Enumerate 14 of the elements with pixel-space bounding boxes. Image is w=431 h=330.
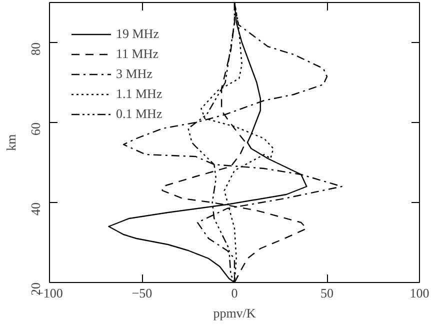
legend-label: 19 MHz [116, 26, 159, 42]
x-axis-title: ppmv/K [213, 306, 256, 320]
y-axis-title: km [4, 134, 18, 151]
x-tick-label: −50 [132, 286, 152, 300]
y-tick-label: 60 [28, 122, 43, 136]
x-tick-label: 100 [410, 286, 430, 300]
y-tick-label: 40 [28, 202, 43, 216]
legend-label: 11 MHz [116, 46, 158, 62]
x-tick-label: 0 [231, 286, 238, 300]
y-tick-label: 80 [28, 42, 43, 56]
legend-label: 0.1 MHz [116, 106, 162, 122]
x-tick-label: 50 [320, 286, 334, 300]
legend-label: 3 MHz [116, 66, 152, 82]
legend-label: 1.1 MHz [116, 86, 162, 102]
